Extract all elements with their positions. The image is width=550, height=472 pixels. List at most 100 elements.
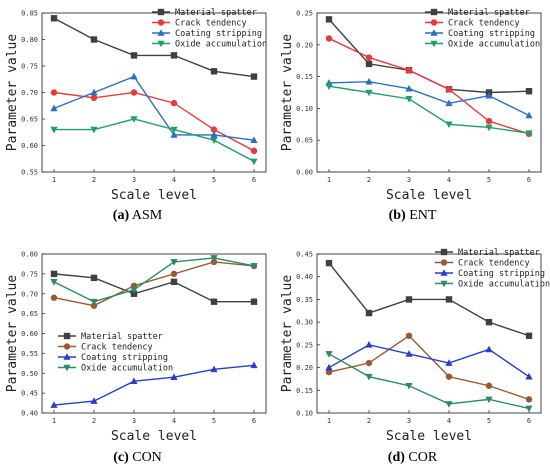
data-point <box>90 36 98 43</box>
y-tick-label: 0.40 <box>21 410 38 418</box>
caption-letter: (d) <box>387 450 405 465</box>
data-point <box>445 99 453 107</box>
x-tick-label: 1 <box>327 176 331 184</box>
y-tick-label: 0.40 <box>296 273 313 281</box>
data-point <box>50 294 58 301</box>
data-point <box>170 373 178 381</box>
legend-label: Material spatter <box>175 8 257 18</box>
data-point <box>405 350 413 357</box>
y-tick-label: 0.30 <box>296 319 313 327</box>
series-line <box>53 273 254 303</box>
x-tick-label: 6 <box>527 417 531 425</box>
legend-label: Coating stripping <box>175 29 262 39</box>
y-tick-label: 0.70 <box>21 290 38 298</box>
y-tick-label: 0.25 <box>296 10 313 18</box>
data-point <box>485 345 493 353</box>
legend-label: Coating stripping <box>81 353 168 363</box>
y-tick-label: 0.15 <box>296 73 313 81</box>
x-tick-label: 4 <box>447 417 451 425</box>
data-point <box>250 136 258 143</box>
x-axis-label: Scale level <box>386 429 472 444</box>
data-point <box>90 298 98 306</box>
data-point <box>365 359 373 367</box>
data-point <box>445 121 453 129</box>
x-tick-label: 3 <box>407 176 411 184</box>
x-tick-label: 3 <box>407 417 411 425</box>
data-point <box>170 99 178 107</box>
data-point <box>250 298 258 305</box>
legend-marker <box>440 269 448 276</box>
data-point <box>325 351 333 358</box>
legend-label: Material spatter <box>448 8 530 18</box>
legend-marker <box>430 29 438 36</box>
y-tick-label: 0.00 <box>296 169 313 177</box>
legend-label: Oxide accumulation <box>448 40 540 50</box>
x-tick-label: 2 <box>367 417 371 425</box>
y-tick-label: 0.85 <box>21 10 38 18</box>
series-oxide-accumulation <box>50 116 258 166</box>
data-point <box>525 396 533 403</box>
data-point <box>365 309 373 317</box>
chart-panel-con: 0.40 0.45 0.50 0.55 0.60 0.65 0.70 0.75 0.80 1 2 3 4… <box>0 240 275 445</box>
legend-marker <box>157 19 165 26</box>
caption-cor: (d) COR <box>275 450 550 466</box>
y-tick-label: 0.35 <box>296 296 313 304</box>
legend-marker <box>440 259 448 266</box>
data-point <box>250 263 258 270</box>
data-point <box>170 131 178 138</box>
caption-letter: (c) <box>113 450 129 465</box>
x-tick-label: 4 <box>172 417 176 425</box>
data-point <box>485 318 493 326</box>
data-point <box>170 270 178 278</box>
legend-marker <box>63 332 71 340</box>
data-point <box>405 67 413 74</box>
legend-label: Oxide accumulation <box>81 364 173 374</box>
data-point <box>210 258 218 266</box>
chart-ent: 0.00 0.05 0.10 0.15 0.20 0.25 1 2 3 4 5 6 Scale leve… <box>280 8 542 203</box>
series-line <box>53 261 255 307</box>
data-point <box>485 396 493 404</box>
data-point <box>445 296 453 303</box>
series-crack-tendency <box>50 89 258 154</box>
data-point <box>130 72 138 80</box>
data-point <box>365 54 373 61</box>
data-point <box>130 52 138 59</box>
plot-frame <box>316 12 542 173</box>
y-tick-label: 0.55 <box>21 350 38 358</box>
data-point <box>210 365 218 373</box>
legend-label: Material spatter <box>458 248 540 258</box>
series-line <box>54 118 255 163</box>
series-line <box>328 80 530 117</box>
caption-letter: (a) <box>112 208 130 223</box>
y-tick-label: 0.20 <box>296 364 313 372</box>
data-point <box>130 116 138 123</box>
plot-frame <box>316 253 542 414</box>
data-point <box>365 341 373 348</box>
caption-con: (c) CON <box>0 450 275 466</box>
data-point <box>525 405 533 413</box>
y-axis-label: Parameter value <box>280 34 295 152</box>
data-point <box>90 274 98 282</box>
data-point <box>365 77 373 85</box>
data-point <box>210 126 218 133</box>
data-point <box>325 368 333 376</box>
x-axis-label: Scale level <box>386 188 472 203</box>
series-line <box>53 17 255 78</box>
series-coating-stripping <box>50 72 258 143</box>
x-tick-label: 4 <box>172 176 176 184</box>
data-point <box>210 255 218 262</box>
legend-marker <box>63 343 71 350</box>
data-point <box>210 298 218 305</box>
series-crack-tendency <box>325 332 533 403</box>
data-point <box>525 130 533 138</box>
series-material-spatter <box>50 270 258 305</box>
data-point <box>90 126 98 134</box>
x-tick-label: 1 <box>52 417 56 425</box>
series-line <box>53 75 255 141</box>
legend-marker <box>157 40 165 48</box>
caption-name: ASM <box>131 208 163 223</box>
data-point <box>325 363 333 371</box>
